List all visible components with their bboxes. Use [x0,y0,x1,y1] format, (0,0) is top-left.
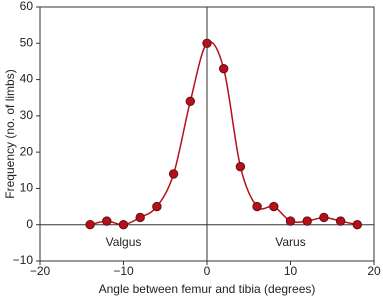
annotation: Valgus [106,235,142,249]
point [135,212,145,223]
point [285,216,296,226]
point [102,216,112,226]
point [85,220,95,230]
point [352,220,362,230]
y-tick-label: 10 [20,181,34,195]
y-axis-label: Frequency (no. of limbs) [3,69,17,198]
point [235,161,246,172]
annotation: Varus [275,235,305,249]
point [269,201,279,212]
y-tick-label: 50 [20,35,34,49]
y-tick-label: 0 [26,217,33,231]
y-tick-label: 40 [20,72,34,86]
x-tick-label: −10 [113,264,134,278]
point [185,96,196,107]
y-tick-label: −10 [13,253,34,267]
x-axis-label: Angle between femur and tibia (degrees) [99,282,316,296]
x-tick-label: 0 [204,264,211,278]
x-tick-label: −20 [30,264,51,278]
point [202,38,212,48]
x-tick-label: 20 [367,264,381,278]
point [219,63,229,74]
point [335,216,346,226]
y-tick-label: 60 [20,0,34,13]
x-tick-label: 10 [284,264,298,278]
point [319,212,329,223]
point [118,220,129,230]
point [168,169,179,179]
point [152,201,162,212]
point [252,201,262,212]
point [302,216,312,226]
y-tick-label: 30 [20,108,34,122]
y-tick-label: 20 [20,144,34,158]
